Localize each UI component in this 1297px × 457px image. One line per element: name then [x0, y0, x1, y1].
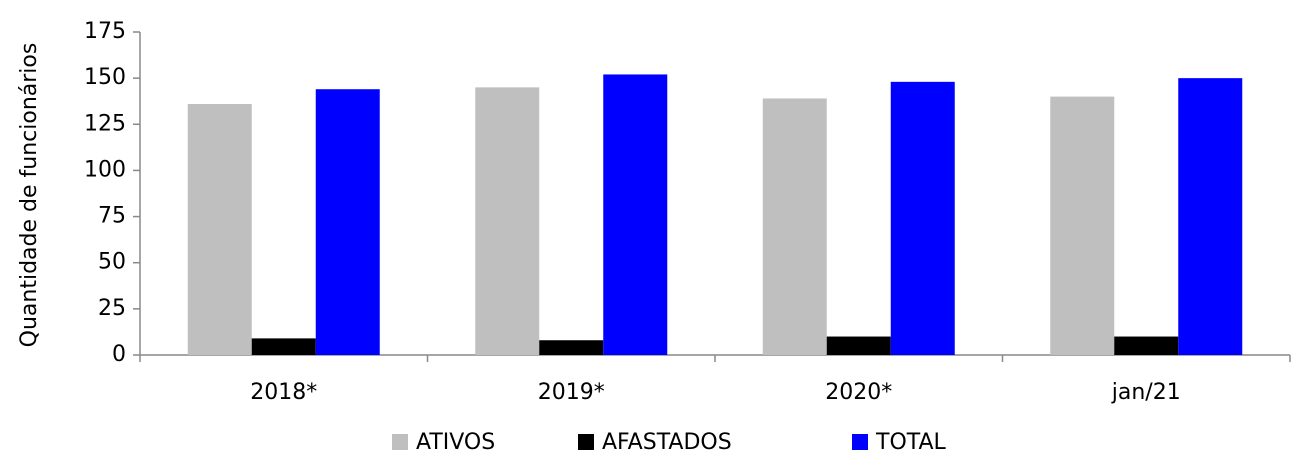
- y-tick-label: 150: [84, 65, 126, 90]
- legend-label: ATIVOS: [416, 430, 495, 455]
- x-tick-label: 2020*: [825, 380, 892, 405]
- x-tick-label: jan/21: [1111, 380, 1181, 405]
- y-tick-label: 75: [98, 204, 126, 229]
- bar: [762, 98, 827, 356]
- y-tick-label: 175: [84, 19, 126, 44]
- bar: [826, 336, 891, 355]
- bar: [1050, 96, 1115, 355]
- y-tick-label: 100: [84, 157, 126, 182]
- bar: [475, 87, 540, 355]
- y-tick-label: 0: [112, 342, 126, 367]
- y-tick-label: 125: [84, 111, 126, 136]
- bar: [603, 74, 668, 356]
- bar: [251, 338, 316, 355]
- y-axis-label: Quantidade de funcionários: [17, 43, 42, 348]
- legend-label: TOTAL: [875, 430, 947, 455]
- legend-label: AFASTADOS: [602, 430, 732, 455]
- x-tick-label: 2018*: [250, 380, 317, 405]
- bar: [539, 340, 604, 355]
- bar: [187, 103, 252, 356]
- bar: [1178, 78, 1243, 356]
- x-tick-label: 2019*: [538, 380, 605, 405]
- bar: [890, 81, 955, 355]
- legend-swatch: [852, 434, 868, 450]
- bar: [1114, 336, 1179, 355]
- bar: [315, 89, 380, 356]
- legend-swatch: [578, 434, 594, 450]
- legend-swatch: [392, 434, 408, 450]
- y-tick-label: 25: [98, 296, 126, 321]
- y-tick-label: 50: [98, 250, 126, 275]
